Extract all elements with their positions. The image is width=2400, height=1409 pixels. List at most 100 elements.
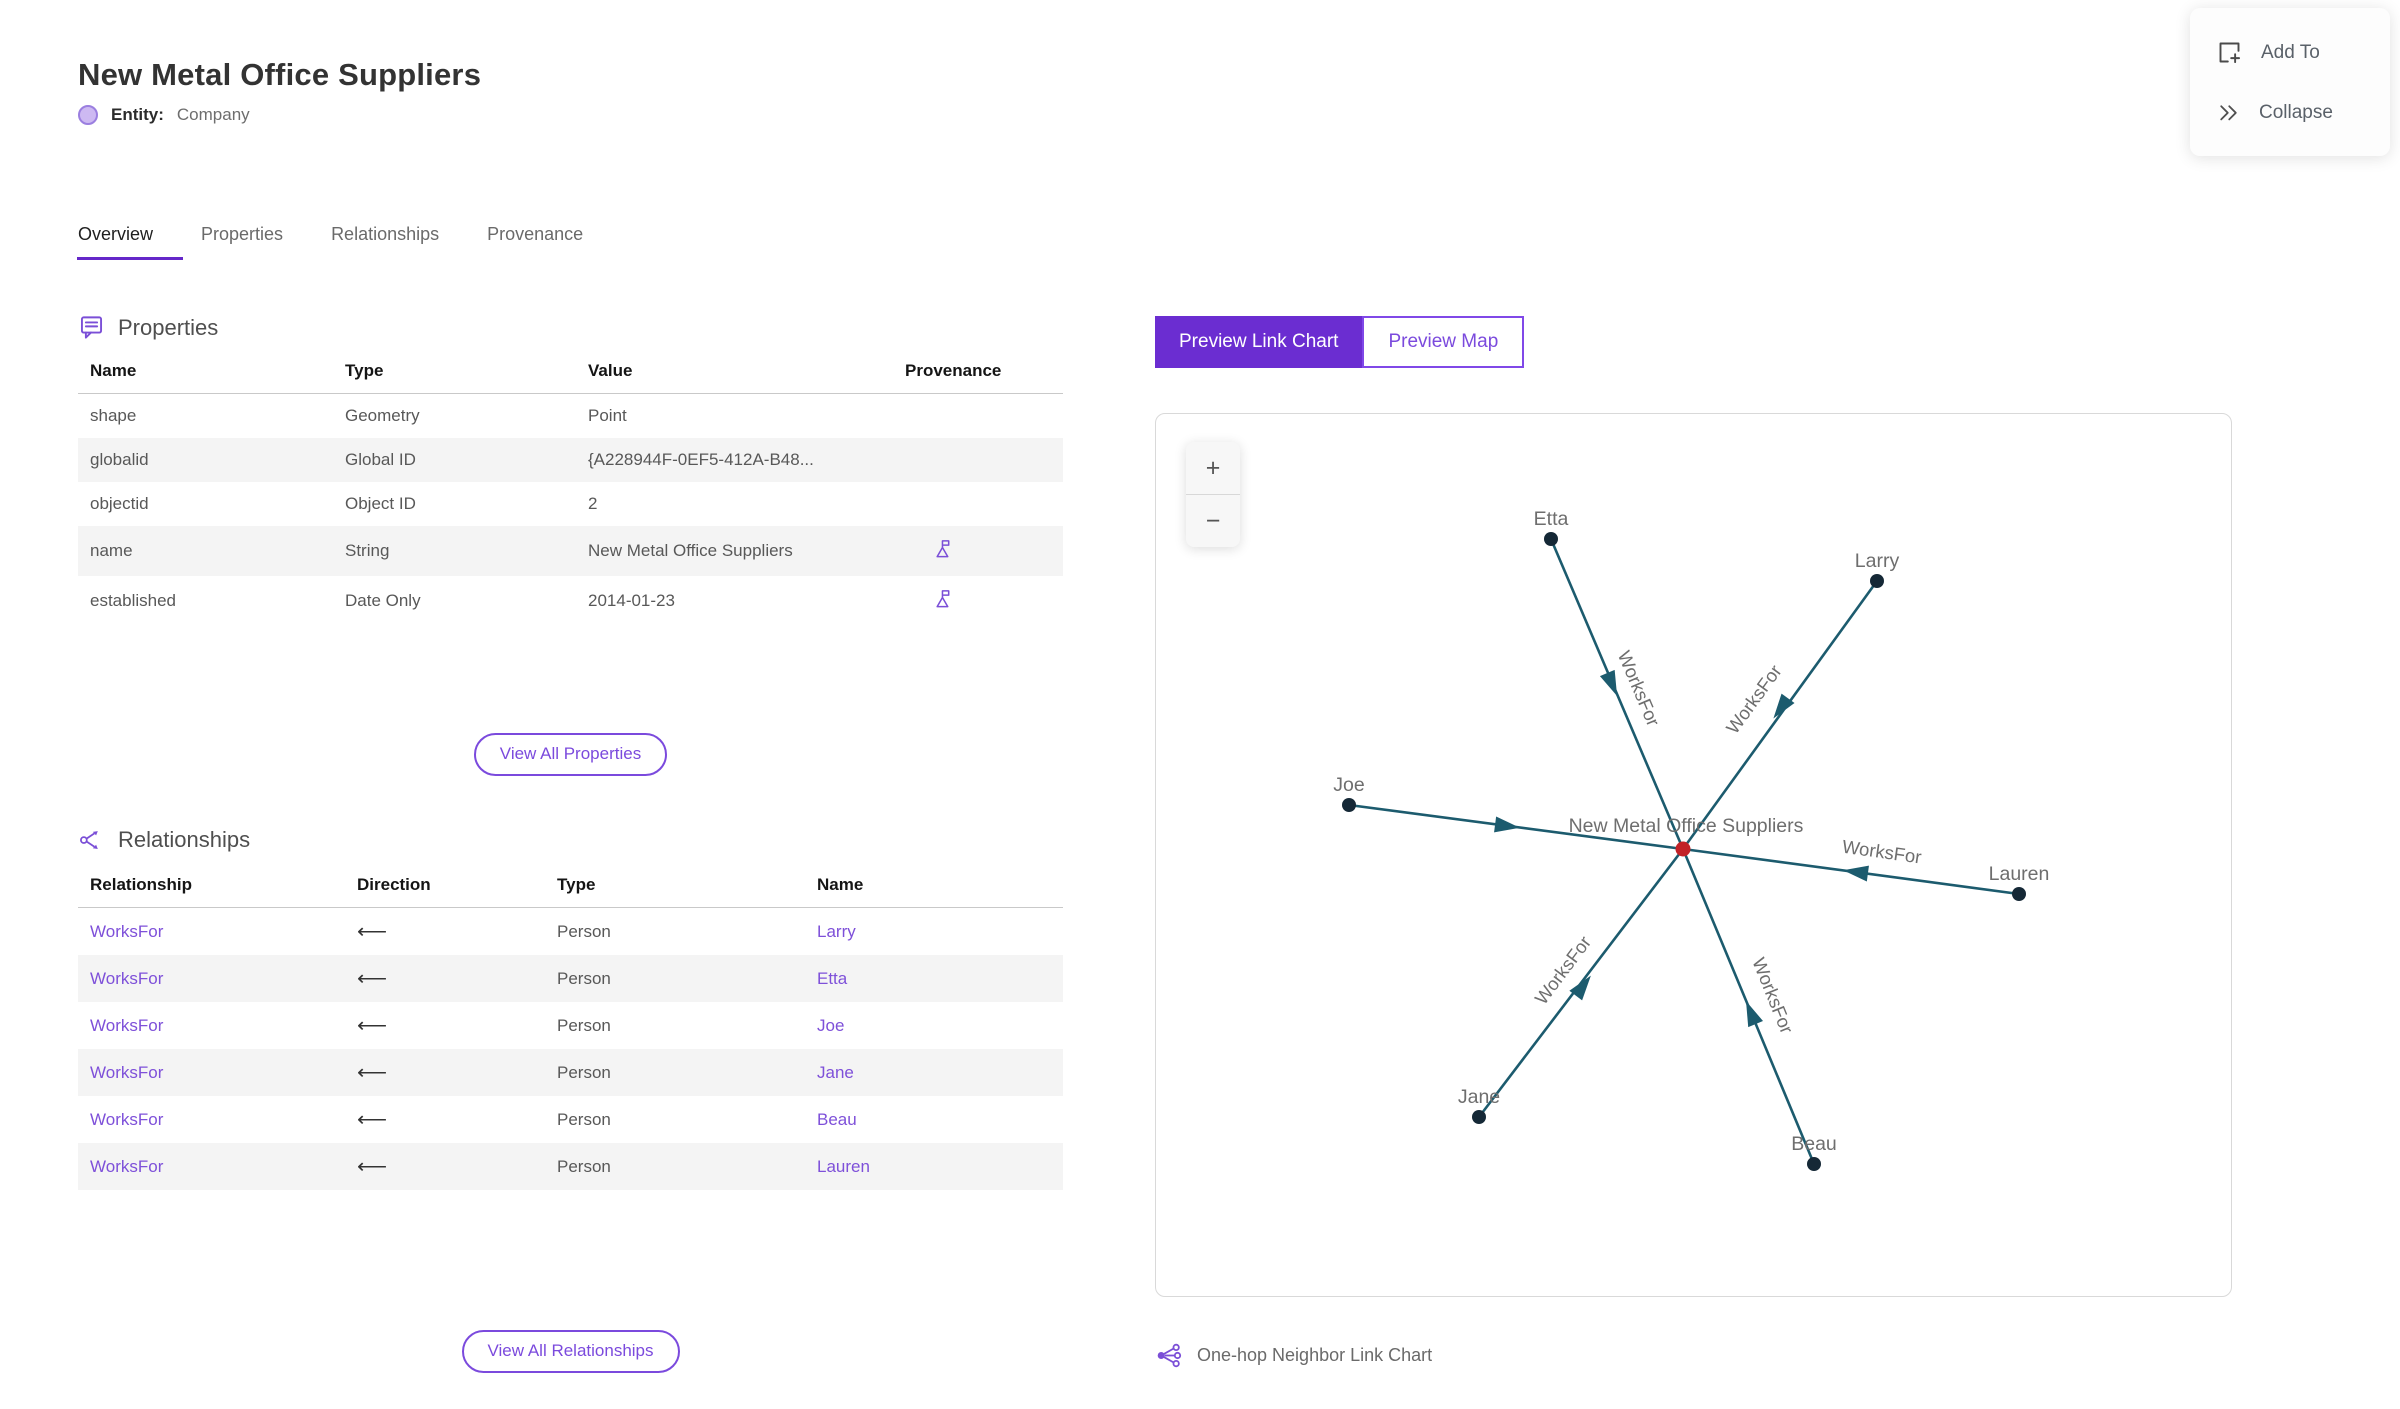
- related-entity-name-cell: Larry: [805, 908, 1063, 956]
- direction-cell: ⟵: [345, 908, 545, 956]
- direction-arrow-icon: ⟵: [357, 967, 388, 990]
- relationship-row-beau: WorksFor ⟵ Person Beau: [78, 1096, 1063, 1143]
- graph-node-beau[interactable]: [1807, 1157, 1821, 1171]
- related-entity-type: Person: [557, 1062, 611, 1082]
- tab-relationships[interactable]: Relationships: [331, 224, 440, 244]
- relationship-type-link[interactable]: WorksFor: [90, 1015, 164, 1035]
- tab-provenance[interactable]: Provenance: [487, 224, 584, 244]
- related-entity-type: Person: [557, 1156, 611, 1176]
- properties-table: Name Type Value Provenance shape Geometry Poi…: [78, 352, 1063, 626]
- relationship-type-link[interactable]: WorksFor: [90, 968, 164, 988]
- relationship-cell: WorksFor: [78, 908, 345, 956]
- graph-node-etta[interactable]: [1544, 532, 1558, 546]
- add-to-label: Add To: [2261, 41, 2320, 63]
- relationship-type-link[interactable]: WorksFor: [90, 1109, 164, 1129]
- direction-arrow-icon: ⟵: [357, 1155, 388, 1178]
- relationships-col-name: Name: [805, 866, 1063, 908]
- related-entity-name-cell: Joe: [805, 1002, 1063, 1049]
- related-entity-name-cell: Jane: [805, 1049, 1063, 1096]
- properties-col-provenance: Provenance: [893, 352, 1063, 394]
- related-entity-link-lauren[interactable]: Lauren: [817, 1156, 870, 1176]
- relationships-table: Relationship Direction Type Name WorksFor ⟵ P…: [78, 866, 1063, 1190]
- edge-etta-workfor: [1549, 538, 1685, 850]
- property-provenance-cell: [893, 576, 1063, 626]
- properties-col-name: Name: [78, 352, 333, 394]
- edge-label-larry: WorksFor: [1722, 661, 1786, 738]
- link-chart-panel: + − WorksFor WorksFor WorksFor WorksFor Work…: [1155, 413, 2232, 1297]
- related-entity-link-larry[interactable]: Larry: [817, 921, 856, 941]
- zoom-control-divider: [1186, 494, 1240, 495]
- properties-table-header-row: Name Type Value Provenance: [78, 352, 1063, 394]
- direction-arrow-icon: ⟵: [357, 1061, 388, 1084]
- property-row-name: name String New Metal Office Suppliers: [78, 525, 1063, 576]
- relationships-section-title: Relationships: [118, 826, 251, 852]
- properties-section-heading: Properties: [78, 314, 218, 341]
- view-all-properties-button[interactable]: View All Properties: [473, 733, 668, 776]
- relationship-cell: WorksFor: [78, 1143, 345, 1190]
- direction-arrow-icon: ⟵: [357, 1108, 388, 1131]
- property-name: shape: [90, 405, 137, 425]
- property-provenance-cell: [893, 526, 1063, 576]
- graph-node-jane[interactable]: [1472, 1110, 1486, 1124]
- related-entity-link-joe[interactable]: Joe: [817, 1015, 845, 1035]
- provenance-flag-icon[interactable]: [930, 537, 953, 560]
- property-value: {A228944F-0EF5-412A-B48...: [588, 449, 814, 469]
- graph-node-larry[interactable]: [1870, 574, 1884, 588]
- relationship-type-link[interactable]: WorksFor: [90, 1062, 164, 1082]
- relationship-cell: WorksFor: [78, 1096, 345, 1143]
- property-value: Point: [588, 405, 627, 425]
- direction-cell: ⟵: [345, 1096, 545, 1143]
- properties-icon: [80, 316, 103, 339]
- zoom-in-button[interactable]: +: [1186, 442, 1240, 494]
- relationships-col-type: Type: [545, 866, 805, 908]
- property-row-established: established Date Only 2014-01-23: [78, 576, 1063, 626]
- graph-node-label-jane: Jane: [1458, 1086, 1500, 1108]
- edge-arrowhead-joe: [1494, 816, 1520, 833]
- add-to-icon: [2219, 42, 2241, 64]
- property-type: Object ID: [345, 493, 416, 513]
- add-to-button[interactable]: Add To: [2190, 22, 2390, 83]
- zoom-out-button[interactable]: −: [1186, 495, 1240, 547]
- collapse-button[interactable]: Collapse: [2190, 83, 2390, 142]
- properties-section-title: Properties: [118, 314, 219, 340]
- relationship-row-lauren: WorksFor ⟵ Person Lauren: [78, 1143, 1063, 1190]
- relationship-cell: WorksFor: [78, 1049, 345, 1096]
- view-all-relationships-button[interactable]: View All Relationships: [461, 1330, 680, 1373]
- property-type: Global ID: [345, 449, 416, 469]
- related-entity-name-cell: Beau: [805, 1096, 1063, 1143]
- collapse-label: Collapse: [2259, 101, 2333, 123]
- relationship-type-link[interactable]: WorksFor: [90, 1156, 164, 1176]
- related-entity-link-beau[interactable]: Beau: [817, 1109, 857, 1129]
- property-row-shape: shape Geometry Point: [78, 394, 1063, 438]
- edge-arrowhead-larry: [1773, 693, 1795, 719]
- property-name: globalid: [90, 449, 149, 469]
- tab-overview[interactable]: Overview: [76, 224, 184, 260]
- relationship-cell: WorksFor: [78, 1002, 345, 1049]
- relationship-row-larry: WorksFor ⟵ Person Larry: [78, 908, 1063, 956]
- graph-node-joe[interactable]: [1342, 798, 1356, 812]
- edge-arrowhead-beau: [1746, 1000, 1763, 1028]
- property-name: name: [90, 540, 133, 560]
- graph-node-label-larry: Larry: [1855, 550, 1900, 572]
- property-type: Date Only: [345, 590, 421, 610]
- preview-map-button[interactable]: Preview Map: [1362, 316, 1525, 368]
- graph-node-lauren[interactable]: [2012, 887, 2026, 901]
- related-entity-link-etta[interactable]: Etta: [817, 968, 848, 988]
- edge-label-lauren: WorksFor: [1841, 836, 1923, 868]
- direction-cell: ⟵: [345, 1049, 545, 1096]
- relationships-icon: [80, 831, 98, 849]
- graph-node-label-beau: Beau: [1791, 1133, 1837, 1155]
- graph-node-label-lauren: Lauren: [1989, 863, 2050, 885]
- related-entity-link-jane[interactable]: Jane: [817, 1062, 854, 1082]
- graph-center-node-label: New Metal Office Suppliers: [1569, 815, 1804, 837]
- relationship-row-jane: WorksFor ⟵ Person Jane: [78, 1049, 1063, 1096]
- property-name: established: [90, 590, 177, 610]
- collapse-chevrons-icon: [2220, 105, 2237, 121]
- entity-type-dot-icon: [78, 105, 98, 125]
- provenance-flag-icon[interactable]: [930, 587, 953, 610]
- graph-center-node[interactable]: [1675, 841, 1691, 857]
- relationship-type-link[interactable]: WorksFor: [90, 921, 164, 941]
- preview-link-chart-button[interactable]: Preview Link Chart: [1155, 316, 1363, 368]
- tab-properties[interactable]: Properties: [201, 224, 284, 244]
